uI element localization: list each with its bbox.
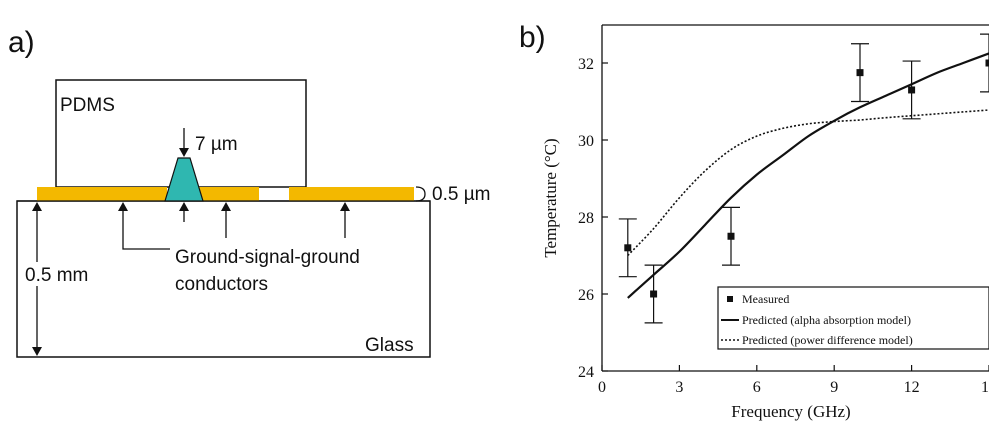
- legend-label-alpha: Predicted (alpha absorption model): [742, 313, 911, 327]
- y-tick-label: 26: [578, 287, 594, 304]
- panel-a: a) Glass PDMS 7 µm 0.5 µm 0.5 mm: [8, 26, 490, 358]
- conductor-pointer-right-head: [340, 202, 350, 211]
- y-tick-label: 32: [578, 56, 594, 73]
- thickness-7um-label: 7 µm: [195, 134, 238, 155]
- thickness-05um-label: 0.5 µm: [432, 184, 490, 205]
- conductors-label-line1: Ground-signal-ground: [175, 247, 360, 268]
- measured-point: [624, 244, 632, 252]
- legend: Measured Predicted (alpha absorption mod…: [717, 286, 989, 350]
- x-tick-label: 6: [753, 379, 761, 396]
- legend-label-power: Predicted (power difference model): [742, 333, 913, 347]
- dim-05mm-top-head: [32, 202, 42, 211]
- measured-points: [618, 33, 989, 324]
- y-axis-label: Temperature (°C): [541, 138, 560, 257]
- pdms-label: PDMS: [60, 95, 115, 116]
- conductors-label-line2: conductors: [175, 274, 268, 295]
- ground-conductor-right: [289, 187, 414, 201]
- conductor-pointer-middle-head: [221, 202, 231, 211]
- measured-point: [727, 232, 735, 240]
- legend-marker-measured: [727, 296, 733, 302]
- arrow-7um-bottom-head: [179, 202, 189, 211]
- signal-conductor: [197, 187, 259, 201]
- x-tick-label: 3: [675, 379, 683, 396]
- x-tick-label: 0: [598, 379, 606, 396]
- y-tick-label: 30: [578, 133, 594, 150]
- measured-point: [985, 59, 989, 67]
- curve-power-difference: [627, 109, 989, 257]
- conductor-pointer-left: [122, 206, 170, 250]
- x-axis-label: Frequency (GHz): [731, 402, 850, 421]
- signal-channel: [164, 157, 204, 202]
- measured-point: [856, 69, 864, 77]
- conductor-pointer-left-head: [118, 202, 128, 211]
- panel-b: b) 0 3 6 9 12 15 24 26 28 30 32 Frequency (GHz) Te…: [519, 21, 989, 421]
- measured-point: [908, 86, 916, 94]
- y-tick-label: 28: [578, 210, 594, 227]
- arrow-7um-top-head: [179, 148, 189, 157]
- panel-a-label: a): [8, 26, 35, 59]
- glass-label: Glass: [365, 335, 414, 356]
- ground-conductor-left: [37, 187, 167, 201]
- dim-05mm-label-bg: [24, 262, 98, 286]
- legend-label-measured: Measured: [742, 292, 789, 306]
- dim-05mm-bottom-head: [32, 347, 42, 356]
- prediction-curves: [627, 52, 989, 299]
- x-tick-label: 9: [830, 379, 838, 396]
- brace-05um: [415, 186, 426, 202]
- thickness-05mm-label: 0.5 mm: [25, 265, 88, 286]
- x-tick-label: 12: [904, 379, 920, 396]
- panel-b-label: b): [519, 21, 546, 54]
- y-tick-label: 24: [578, 364, 594, 381]
- axis-ticks: 0 3 6 9 12 15 24 26 28 30 32: [578, 56, 989, 396]
- x-tick-label: 15: [981, 379, 989, 396]
- curve-alpha-absorption: [627, 52, 989, 299]
- legend-box: [717, 286, 989, 350]
- measured-point: [650, 290, 658, 298]
